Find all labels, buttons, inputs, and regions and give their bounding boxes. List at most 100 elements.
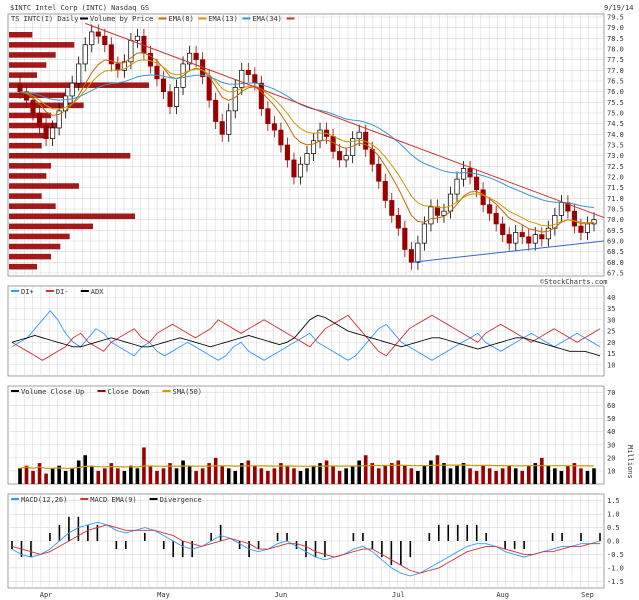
price-candle — [558, 202, 564, 216]
volume-bar — [448, 468, 453, 484]
macd-legend-entry: MACD EMA(9) — [90, 496, 136, 504]
volume-bar — [116, 468, 120, 484]
price-candle — [571, 210, 577, 227]
volume-bar — [442, 463, 446, 484]
price-tick-label: 74.5 — [607, 120, 624, 128]
volume-by-price-bar — [9, 203, 56, 209]
price-candle — [376, 163, 382, 182]
volume-by-price-bar — [9, 153, 131, 159]
volume-by-price-bar — [9, 183, 79, 189]
price-candle — [428, 206, 434, 225]
volume-bar — [109, 463, 114, 484]
volume-tick-label: 30 — [607, 441, 615, 449]
price-candle — [193, 52, 199, 61]
price-candle — [56, 110, 62, 129]
price-candle — [219, 121, 225, 135]
volume-bar — [403, 465, 407, 484]
adx-series-adx-line — [11, 314, 601, 357]
price-candle — [310, 140, 317, 154]
price-candle — [434, 206, 441, 216]
volume-bar — [70, 468, 74, 484]
volume-bar — [344, 468, 348, 484]
price-tick-label: 68.5 — [607, 248, 624, 256]
volume-tick-label: 10 — [607, 467, 615, 475]
price-candle — [69, 82, 75, 97]
volume-bar — [389, 463, 394, 484]
volume-bar — [31, 470, 35, 484]
price-tick-label: 77.5 — [607, 56, 624, 64]
volume-bar — [213, 457, 218, 484]
volume-bar — [279, 463, 283, 484]
volume-by-price-bar — [9, 233, 70, 240]
price-candle — [23, 91, 30, 101]
volume-bar — [187, 465, 192, 484]
price-tick-label: 69.0 — [607, 238, 624, 246]
price-candle — [245, 69, 251, 75]
price-tick-label: 76.5 — [607, 78, 624, 86]
price-candle — [160, 78, 167, 93]
volume-bar — [461, 463, 466, 484]
volume-bar — [226, 468, 231, 484]
volume-bar — [96, 470, 101, 484]
volume-bar — [272, 468, 277, 484]
price-chart-title: TS INTC(I) Daily — [11, 15, 78, 23]
volume-legend-entry: Volume Close Up — [21, 388, 84, 396]
adx-legend-entry: ADX — [91, 288, 104, 296]
volume-bar — [526, 465, 531, 484]
volume-bar — [168, 463, 172, 484]
volume-by-price-bar — [9, 32, 33, 38]
price-legend-entry: Volume by Price — [90, 15, 153, 23]
ema-13-line — [19, 59, 595, 227]
x-tick-label: Aug — [496, 591, 509, 599]
volume-by-price-bar — [9, 243, 61, 250]
price-candle — [402, 227, 408, 250]
macd-line — [11, 521, 601, 577]
price-candle — [441, 210, 447, 216]
volume-bar — [181, 460, 185, 484]
macd-tick-label: -1.0 — [607, 564, 624, 572]
volume-by-price-bar — [9, 52, 56, 58]
x-tick-label: May — [157, 591, 170, 599]
price-candle — [30, 99, 36, 114]
macd-legend-entry: MACD(12,26) — [21, 496, 67, 504]
volume-bar — [259, 468, 264, 484]
price-legend-entry: EMA(8) — [169, 15, 194, 23]
volume-bar — [207, 463, 211, 484]
volume-by-price-bar — [9, 142, 42, 149]
volume-tick-label: 60 — [607, 402, 615, 410]
volume-bar — [18, 468, 22, 484]
adx-tick-label: 10 — [607, 361, 615, 369]
volume-bar — [383, 465, 388, 484]
volume-bar — [44, 473, 48, 484]
volume-bar — [474, 470, 479, 484]
volume-by-price-bar — [9, 122, 61, 129]
volume-by-price-bar — [9, 132, 47, 139]
volume-bar — [507, 465, 512, 484]
price-legend-entry: EMA(34) — [252, 15, 282, 23]
volume-bar — [233, 470, 238, 484]
price-candle — [356, 131, 362, 139]
price-candle — [121, 61, 127, 71]
volume-bar — [129, 465, 133, 484]
price-candle — [167, 91, 173, 107]
volume-by-price-bar — [9, 213, 135, 220]
price-candle — [226, 110, 232, 135]
price-candle — [584, 223, 591, 233]
price-candle — [532, 234, 538, 244]
price-tick-label: 75.0 — [607, 110, 624, 118]
price-tick-label: 79.0 — [607, 24, 624, 32]
volume-bar — [161, 468, 166, 484]
price-tick-label: 69.5 — [607, 227, 624, 235]
price-tick-label: 70.5 — [607, 206, 624, 214]
volume-tick-label: 20 — [607, 454, 615, 462]
price-candle — [147, 52, 154, 67]
price-tick-label: 77.0 — [607, 67, 624, 75]
volume-by-price-bar — [9, 112, 51, 119]
volume-by-price-bar — [9, 62, 47, 68]
volume-bar — [422, 465, 427, 484]
volume-bar — [155, 470, 159, 484]
volume-bar — [553, 468, 557, 484]
volume-bar — [76, 460, 81, 484]
macd-legend-entry: Divergence — [160, 496, 202, 504]
